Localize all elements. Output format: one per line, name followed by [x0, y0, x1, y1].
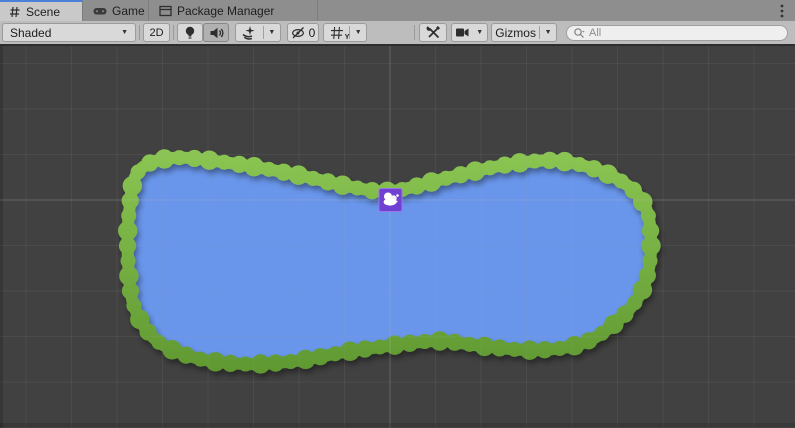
camera-icon	[452, 24, 472, 41]
eye-slash-icon	[291, 26, 304, 38]
lightbulb-icon	[185, 26, 195, 39]
effects-icon	[236, 24, 263, 41]
terrain-water-fill	[127, 157, 652, 365]
tab-overflow-menu-icon[interactable]	[775, 2, 789, 19]
speaker-icon	[210, 27, 223, 38]
tab-scene[interactable]: Scene	[0, 0, 83, 21]
scene-search-field[interactable]	[566, 25, 788, 41]
grid-snap-dropdown[interactable]: Y ▼	[323, 23, 367, 42]
chevron-down-icon: ▼	[354, 29, 362, 36]
toolbar-divider	[139, 25, 140, 40]
terrain-sprite-shape[interactable]	[118, 149, 661, 374]
terrain-grass-border	[118, 149, 661, 374]
gizmos-dropdown[interactable]: Gizmos ▼	[491, 23, 557, 42]
tab-package-manager-label: Package Manager	[177, 3, 275, 18]
tab-game-label: Game	[112, 3, 145, 18]
2d-toggle-label: 2D	[149, 26, 164, 39]
scene-lighting-button[interactable]	[177, 23, 203, 42]
toolbar-divider	[173, 25, 174, 40]
toolbar-divider	[414, 25, 415, 40]
panel-left-edge	[0, 46, 3, 428]
tab-scene-label: Scene	[26, 4, 61, 19]
scene-toolbar: Shaded ▼ 2D	[0, 21, 795, 46]
split-divider	[539, 26, 541, 39]
audio-toggle-button[interactable]	[203, 23, 229, 42]
tab-package-manager[interactable]: Package Manager	[150, 0, 318, 21]
shading-mode-dropdown[interactable]: Shaded ▼	[2, 23, 136, 42]
gizmos-label: Gizmos	[495, 25, 536, 40]
cloud-icon	[383, 192, 399, 206]
split-divider	[262, 26, 264, 39]
terrain-scallop-bumps	[118, 149, 661, 374]
split-divider	[349, 26, 351, 39]
2d-toggle-button[interactable]: 2D	[143, 23, 170, 42]
chevron-down-icon: ▼	[268, 29, 276, 36]
grid-snap-icon: Y	[324, 24, 349, 41]
chevron-down-icon: ▼	[476, 29, 484, 36]
search-input[interactable]	[589, 27, 781, 39]
grid-axis-label: Y	[344, 34, 350, 41]
chevron-down-icon: ▼	[121, 29, 128, 36]
effects-visibility-dropdown[interactable]: ▼	[235, 23, 281, 42]
shading-mode-label: Shaded	[10, 25, 52, 40]
tab-bar: Scene Game Package Manager	[0, 0, 795, 21]
scene-camera-dropdown[interactable]: ▼	[451, 23, 488, 42]
hidden-objects-count: 0	[308, 25, 316, 40]
package-icon	[159, 5, 172, 17]
cloud-sprite-gizmo[interactable]	[378, 188, 403, 212]
chevron-down-icon: ▼	[544, 29, 552, 36]
scene-grid-icon	[9, 6, 21, 18]
panel-bottom-edge	[0, 423, 795, 428]
search-icon	[574, 28, 585, 38]
scene-canvas[interactable]	[0, 46, 795, 428]
gamepad-icon	[93, 6, 107, 16]
tab-game[interactable]: Game	[84, 0, 149, 21]
component-tools-button[interactable]	[419, 23, 447, 42]
tools-icon	[426, 25, 440, 39]
hidden-objects-button[interactable]: 0	[287, 23, 319, 42]
scene-viewport[interactable]	[0, 46, 795, 428]
